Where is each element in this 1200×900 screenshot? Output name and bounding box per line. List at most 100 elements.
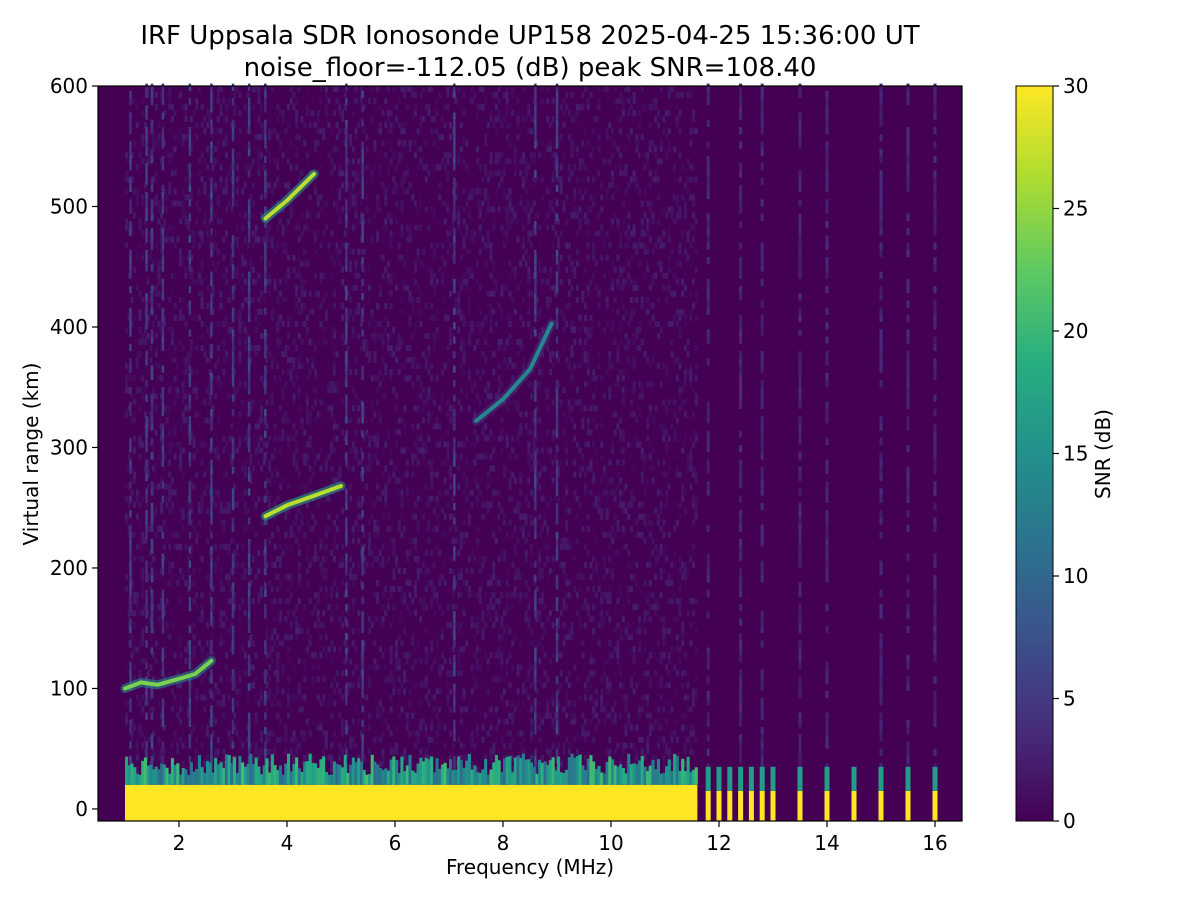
noise-cell xyxy=(338,188,342,195)
noise-cell xyxy=(332,369,336,376)
noise-cell xyxy=(511,718,515,725)
noise-cell xyxy=(254,224,258,231)
noise-cell xyxy=(330,327,334,333)
noise-cell xyxy=(351,405,355,412)
noise-cell xyxy=(157,375,161,382)
noise-cell xyxy=(216,495,220,502)
noise-cell xyxy=(519,170,523,177)
noise-cell xyxy=(152,748,156,755)
noise-cell xyxy=(203,760,207,767)
noise-cell xyxy=(219,110,223,117)
noise-cell xyxy=(152,212,156,219)
noise-cell xyxy=(257,92,261,98)
noise-cell xyxy=(297,405,301,412)
noise-cell xyxy=(146,700,150,707)
noise-cell xyxy=(457,658,461,665)
noise-cell xyxy=(432,658,436,665)
noise-cell xyxy=(486,435,490,442)
noise-cell xyxy=(152,676,156,683)
noise-cell xyxy=(233,682,237,689)
noise-cell xyxy=(511,495,515,502)
noise-cell xyxy=(519,664,523,671)
noise-cell xyxy=(332,86,336,92)
noise-cell xyxy=(416,308,420,315)
noise-cell xyxy=(492,568,496,574)
noise-cell xyxy=(176,393,180,400)
noise-cell xyxy=(459,339,463,345)
noise-cell xyxy=(424,393,428,400)
noise-cell xyxy=(143,122,147,129)
noise-cell xyxy=(305,333,309,339)
noise-cell xyxy=(200,742,204,749)
noise-cell xyxy=(135,592,139,599)
noise-cell xyxy=(424,525,428,532)
noise-cell xyxy=(516,351,520,358)
noise-cell xyxy=(133,712,137,719)
noise-cell xyxy=(416,164,420,171)
noise-cell xyxy=(222,712,226,719)
noise-cell xyxy=(427,86,431,92)
noise-cell xyxy=(235,688,239,695)
noise-cell xyxy=(319,86,323,92)
noise-cell xyxy=(316,616,320,623)
noise-cell xyxy=(295,537,299,544)
noise-cell xyxy=(222,254,226,261)
noise-cell xyxy=(427,351,431,358)
noise-cell xyxy=(200,260,204,267)
noise-cell xyxy=(133,501,137,508)
noise-cell xyxy=(335,242,339,249)
noise-cell xyxy=(519,598,523,605)
noise-cell xyxy=(265,242,269,249)
noise-cell xyxy=(494,652,498,659)
noise-cell xyxy=(278,736,282,743)
noise-cell xyxy=(435,375,439,382)
noise-cell xyxy=(508,712,512,719)
noise-cell xyxy=(427,110,431,117)
noise-cell xyxy=(243,122,247,129)
noise-cell xyxy=(376,230,380,237)
noise-cell xyxy=(330,477,334,484)
noise-cell xyxy=(133,477,137,484)
noise-cell xyxy=(230,206,234,213)
noise-cell xyxy=(397,369,401,376)
noise-cell xyxy=(192,140,196,147)
noise-cell xyxy=(133,592,137,599)
noise-cell xyxy=(365,483,369,490)
noise-cell xyxy=(211,586,215,592)
noise-cell xyxy=(467,302,471,309)
noise-cell xyxy=(403,188,407,195)
noise-cell xyxy=(335,423,339,430)
noise-cell xyxy=(138,730,142,737)
noise-cell xyxy=(270,568,274,574)
noise-cell xyxy=(354,598,358,605)
noise-cell xyxy=(341,170,345,177)
noise-cell xyxy=(486,176,490,183)
noise-cell xyxy=(254,718,258,725)
noise-cell xyxy=(438,224,442,231)
noise-cell xyxy=(195,537,199,544)
noise-cell xyxy=(268,128,272,135)
noise-cell xyxy=(297,682,301,689)
noise-cell xyxy=(276,525,280,532)
noise-cell xyxy=(443,658,447,665)
noise-cell xyxy=(486,586,490,592)
noise-cell xyxy=(268,495,272,502)
noise-cell xyxy=(152,393,156,400)
noise-cell xyxy=(511,766,515,773)
noise-cell xyxy=(362,622,366,629)
noise-cell xyxy=(324,327,328,333)
noise-cell xyxy=(141,339,145,345)
noise-cell xyxy=(500,290,504,297)
noise-cell xyxy=(451,742,455,749)
noise-cell xyxy=(211,242,215,249)
noise-cell xyxy=(332,381,336,388)
noise-cell xyxy=(338,465,342,472)
noise-cell xyxy=(422,513,426,520)
noise-cell xyxy=(408,580,412,586)
noise-cell xyxy=(467,369,471,376)
noise-cell xyxy=(322,622,326,629)
noise-cell xyxy=(276,652,280,659)
noise-cell xyxy=(519,260,523,267)
noise-cell xyxy=(430,664,434,671)
noise-cell xyxy=(214,170,218,177)
